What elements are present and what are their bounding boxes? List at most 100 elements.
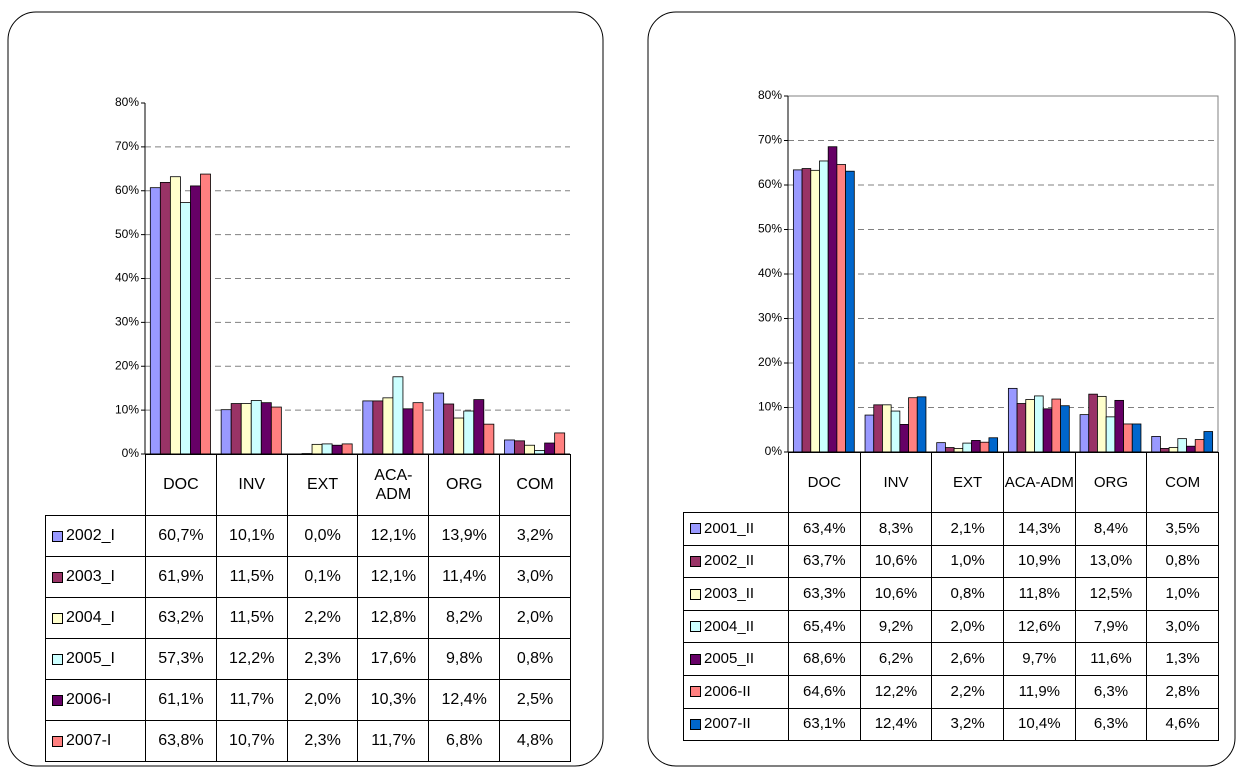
value-label: 68,6%: [788, 642, 861, 676]
bar: [845, 170, 855, 453]
bar: [240, 403, 252, 455]
legend-entry: 2006-II: [683, 674, 789, 709]
header-row: DOC INV EXT ACA-ADM ORG COM: [46, 454, 571, 516]
bar: [1060, 405, 1070, 453]
legend-swatch: [690, 523, 701, 535]
y-tick-label: 30%: [115, 315, 139, 329]
data-table: DOC INV EXT ACA-ADM ORG COM 2001_II 63,4% 8,3% 2,…: [683, 452, 1219, 742]
legend-label: 2007-I: [66, 732, 112, 750]
legend-entry: 2003_II: [683, 577, 789, 611]
value-label: 12,4%: [428, 679, 501, 721]
bar: [1025, 399, 1035, 453]
bar: [1131, 423, 1142, 453]
bar: [260, 402, 272, 455]
blank-cell: [684, 453, 789, 513]
bar: [988, 437, 999, 453]
legend-entry: 2005_I: [45, 638, 146, 680]
bar: [936, 442, 946, 453]
series-row: 2006-I 61,1% 11,7% 2,0% 10,3% 12,4% 2,5%: [45, 679, 571, 721]
bar: [433, 392, 445, 455]
bar: [504, 439, 515, 455]
value-label: 65,4%: [788, 609, 861, 644]
value-label: 4,6%: [1146, 707, 1219, 742]
legend-swatch: [690, 686, 701, 698]
value-label: 63,7%: [788, 544, 861, 579]
value-label: 10,9%: [1002, 544, 1076, 579]
value-label: 0,8%: [1146, 544, 1219, 579]
value-label: 12,2%: [859, 674, 933, 709]
legend-swatch: [52, 735, 63, 747]
value-label: 12,2%: [215, 638, 288, 680]
value-label: 11,5%: [215, 556, 288, 598]
legend-entry: 2007-II: [683, 707, 789, 742]
legend-swatch: [52, 653, 63, 665]
value-label: 12,4%: [859, 707, 933, 742]
value-label: 12,5%: [1074, 577, 1148, 611]
y-tick-label: 80%: [758, 88, 782, 102]
value-label: 8,3%: [859, 512, 933, 546]
y-tick-label: 20%: [115, 358, 139, 372]
value-label: 13,9%: [428, 515, 501, 557]
value-label: 57,3%: [145, 638, 217, 680]
bar: [190, 185, 201, 455]
value-label: 3,2%: [931, 707, 1004, 742]
category-label: COM: [499, 454, 571, 516]
value-label: 2,6%: [931, 642, 1004, 676]
value-label: 6,8%: [428, 720, 501, 762]
value-label: 2,0%: [499, 597, 571, 639]
category-label: EXT: [286, 454, 359, 516]
y-tick-label: 70%: [115, 139, 139, 153]
bar: [882, 404, 892, 453]
value-label: 11,8%: [1002, 577, 1076, 611]
y-tick-label: 50%: [758, 222, 782, 236]
value-label: 10,6%: [859, 577, 933, 611]
legend-entry: 2005_II: [683, 642, 789, 676]
value-label: 63,1%: [788, 707, 861, 742]
legend-entry: 2004_II: [683, 609, 789, 644]
bar: [1151, 436, 1161, 453]
value-label: 11,4%: [428, 556, 501, 598]
bar: [1016, 403, 1027, 453]
bar: [1079, 414, 1090, 453]
bar: [321, 443, 333, 455]
value-label: 10,7%: [215, 720, 288, 762]
y-tick-label: 40%: [115, 271, 139, 285]
bar: [443, 403, 455, 455]
legend-entry: 2003_I: [45, 556, 146, 598]
value-label: 11,7%: [357, 720, 430, 762]
legend-entry: 2002_I: [45, 515, 146, 557]
legend-label: 2002_I: [66, 527, 115, 545]
series-row: 2003_I 61,9% 11,5% 0,1% 12,1% 11,4% 3,0%: [45, 556, 571, 598]
data-table: DOC INV EXT ACA-ADM ORG COM 2002_I 60,7% 10,1% 0,…: [45, 454, 571, 762]
y-tick-label: 0%: [765, 444, 783, 458]
bar: [149, 187, 161, 455]
y-tick-label: 40%: [758, 266, 782, 280]
value-label: 1,3%: [1146, 642, 1219, 676]
legend-label: 2006-II: [704, 682, 751, 700]
value-label: 10,1%: [215, 515, 288, 557]
series-row: 2007-I 63,8% 10,7% 2,3% 11,7% 6,8% 4,8%: [45, 720, 571, 762]
bar: [1177, 438, 1187, 453]
bar: [270, 406, 282, 455]
value-label: 0,8%: [931, 577, 1004, 611]
value-label: 11,7%: [215, 679, 288, 721]
legend-swatch: [52, 694, 63, 706]
blank-cell: [46, 455, 146, 516]
bar: [463, 410, 475, 455]
bar: [180, 202, 191, 455]
bar: [169, 176, 181, 455]
category-label: ACA-ADM: [357, 454, 430, 516]
legend-entry: 2007-I: [45, 720, 146, 762]
y-tick-label: 80%: [115, 95, 139, 109]
bar: [1088, 393, 1098, 453]
value-label: 3,0%: [499, 556, 571, 598]
bar: [962, 442, 972, 453]
bar: [810, 169, 820, 453]
value-label: 60,7%: [145, 515, 217, 557]
value-label: 2,1%: [931, 512, 1004, 546]
value-label: 3,0%: [1146, 609, 1219, 644]
bar: [908, 397, 918, 453]
series-row: 2002_II 63,7% 10,6% 1,0% 10,9% 13,0% 0,8%: [683, 544, 1219, 579]
bar: [836, 164, 846, 453]
